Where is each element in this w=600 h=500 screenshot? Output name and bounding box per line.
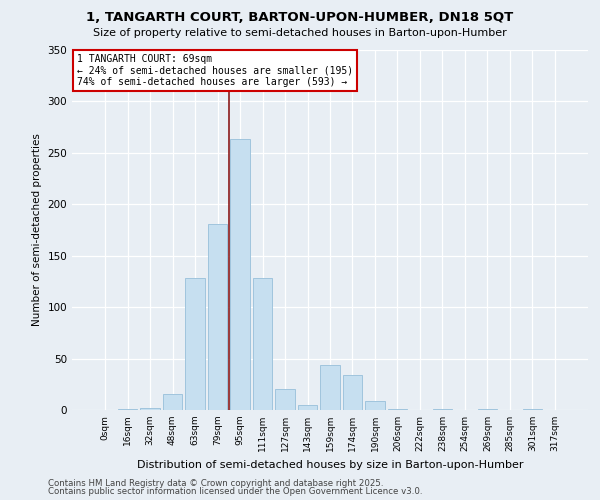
Bar — [320, 364, 340, 410]
Bar — [365, 400, 385, 410]
Bar — [118, 409, 137, 410]
Bar — [388, 409, 407, 410]
Bar — [140, 408, 160, 410]
Text: 1 TANGARTH COURT: 69sqm
← 24% of semi-detached houses are smaller (195)
74% of s: 1 TANGARTH COURT: 69sqm ← 24% of semi-de… — [77, 54, 353, 87]
Bar — [298, 405, 317, 410]
Text: 1, TANGARTH COURT, BARTON-UPON-HUMBER, DN18 5QT: 1, TANGARTH COURT, BARTON-UPON-HUMBER, D… — [86, 11, 514, 24]
X-axis label: Distribution of semi-detached houses by size in Barton-upon-Humber: Distribution of semi-detached houses by … — [137, 460, 523, 469]
Text: Contains public sector information licensed under the Open Government Licence v3: Contains public sector information licen… — [48, 487, 422, 496]
Bar — [208, 224, 227, 410]
Bar — [230, 140, 250, 410]
Bar — [478, 409, 497, 410]
Bar — [185, 278, 205, 410]
Text: Size of property relative to semi-detached houses in Barton-upon-Humber: Size of property relative to semi-detach… — [93, 28, 507, 38]
Bar — [433, 409, 452, 410]
Bar — [275, 390, 295, 410]
Bar — [253, 278, 272, 410]
Bar — [343, 375, 362, 410]
Text: Contains HM Land Registry data © Crown copyright and database right 2025.: Contains HM Land Registry data © Crown c… — [48, 478, 383, 488]
Bar — [523, 409, 542, 410]
Y-axis label: Number of semi-detached properties: Number of semi-detached properties — [32, 134, 42, 326]
Bar — [163, 394, 182, 410]
